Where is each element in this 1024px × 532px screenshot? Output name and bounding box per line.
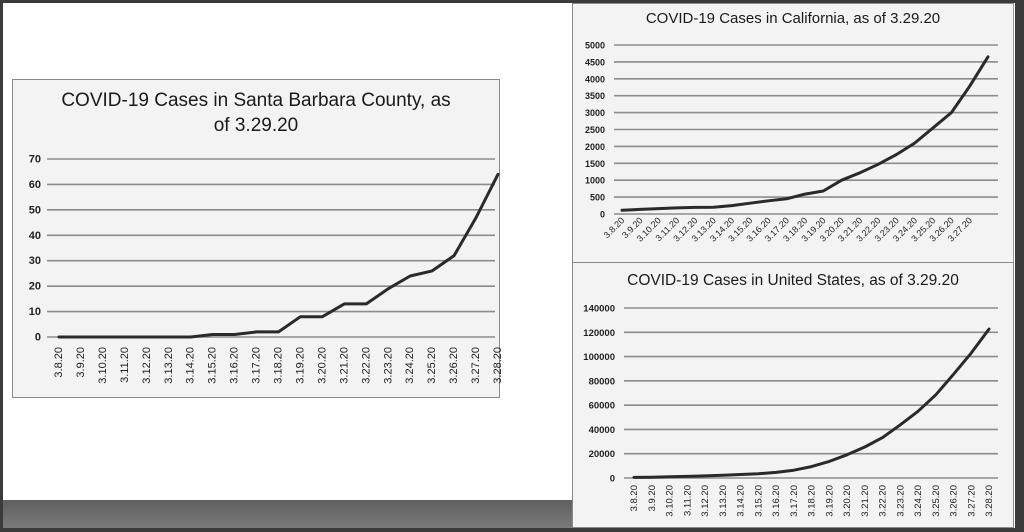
- y-tick-label: 40: [29, 230, 41, 242]
- x-tick-label: 3.17.20: [789, 485, 800, 517]
- y-tick-label: 2500: [585, 125, 605, 135]
- united-states-plot: 0 20000 40000 60000 80000 100000 120000 140000 3…: [583, 304, 998, 517]
- y-tick-label: 1500: [585, 159, 605, 169]
- x-tick-label: 3.18.20: [273, 347, 285, 384]
- x-tick-label: 3.26.20: [949, 485, 960, 517]
- x-tick-label: 3.25.20: [931, 485, 942, 517]
- x-tick-label: 3.14.20: [185, 347, 197, 384]
- california-plot: 0 500 1000 1500 2000 2500 3000 3500 4000 4500 5000…: [585, 41, 998, 244]
- y-tick-label: 0: [610, 474, 615, 485]
- x-tick-label: 3.17.20: [251, 347, 263, 384]
- y-tick-label: 10: [29, 306, 41, 318]
- x-tick-label: 3.20.20: [316, 347, 328, 384]
- y-tick-label: 2000: [585, 142, 605, 152]
- california-chart: 0 500 1000 1500 2000 2500 3000 3500 4000 4500 5000…: [572, 3, 1014, 263]
- y-tick-label: 50: [29, 204, 41, 216]
- y-tick-label: 100000: [583, 352, 615, 363]
- x-tick-label: 3.13.20: [718, 485, 729, 517]
- y-tick-label: 20: [29, 281, 41, 293]
- chart-title: COVID-19 Cases in Santa Barbara County, …: [61, 90, 451, 136]
- x-tick-label: 3.26.20: [448, 347, 460, 384]
- y-tick-label: 30: [29, 255, 41, 267]
- y-tick-label: 4000: [585, 74, 605, 84]
- x-tick-label: 3.12.20: [141, 347, 153, 384]
- x-tick-label: 3.27.20: [470, 347, 482, 384]
- x-tick-label: 3.23.20: [895, 485, 906, 517]
- x-tick-label: 3.22.20: [360, 347, 372, 384]
- y-tick-label: 60000: [589, 401, 615, 412]
- x-tick-label: 3.28.20: [984, 485, 995, 517]
- x-tick-label: 3.24.20: [913, 485, 924, 517]
- x-tick-label: 3.24.20: [404, 347, 416, 384]
- x-tick-label: 3.21.20: [338, 347, 350, 384]
- x-tick-label: 3.18.20: [807, 485, 818, 517]
- y-tick-label: 60: [29, 179, 41, 191]
- data-line: [57, 172, 500, 339]
- x-tick-label: 3.20.20: [842, 485, 853, 517]
- y-tick-label: 20000: [589, 449, 615, 460]
- x-tick-label: 3.22.20: [878, 485, 889, 517]
- x-tick-label: 3.13.20: [163, 347, 175, 384]
- y-tick-label: 4500: [585, 57, 605, 67]
- x-tick-label: 3.9.20: [647, 485, 658, 511]
- y-tick-label: 70: [29, 154, 41, 166]
- santa-barbara-plot: 0 10 20 30 40 50 60 70 3.8.20 3.9.20 3.10.20 3.11.2…: [29, 154, 501, 384]
- x-tick-label: 3.19.20: [824, 485, 835, 517]
- x-tick-label: 3.25.20: [426, 347, 438, 384]
- y-tick-label: 120000: [583, 328, 615, 339]
- x-tick-label: 3.19.20: [294, 347, 306, 384]
- y-tick-label: 0: [35, 332, 41, 344]
- x-tick-label: 3.16.20: [771, 485, 782, 517]
- x-tick-label: 3.10.20: [97, 347, 109, 384]
- y-tick-label: 80000: [589, 376, 615, 387]
- chart-title: COVID-19 Cases in United States, as of 3…: [627, 272, 959, 289]
- y-tick-label: 0: [600, 210, 605, 220]
- x-tick-label: 3.21.20: [860, 485, 871, 517]
- x-tick-label: 3.12.20: [700, 485, 711, 517]
- chart-title: COVID-19 Cases in California, as of 3.29…: [645, 10, 941, 27]
- x-tick-label: 3.27.20: [966, 485, 977, 517]
- y-tick-label: 40000: [589, 425, 615, 436]
- y-tick-label: 140000: [583, 304, 615, 315]
- x-tick-label: 3.11.20: [119, 347, 131, 383]
- santa-barbara-chart: 0 10 20 30 40 50 60 70 3.8.20 3.9.20 3.10.20 3.11.2…: [12, 79, 501, 398]
- y-tick-label: 1000: [585, 176, 605, 186]
- x-tick-label: 3.28.20: [492, 347, 501, 384]
- x-tick-label: 3.23.20: [382, 347, 394, 384]
- x-tick-label: 3.8.20: [53, 347, 65, 378]
- x-tick-label: 3.15.20: [207, 347, 219, 384]
- data-line: [620, 55, 990, 212]
- x-tick-label: 3.8.20: [629, 485, 640, 511]
- x-tick-label: 3.11.20: [682, 485, 693, 516]
- x-tick-label: 3.14.20: [736, 485, 747, 517]
- y-tick-label: 3500: [585, 91, 605, 101]
- x-tick-label: 3.15.20: [753, 485, 764, 517]
- y-tick-label: 500: [590, 193, 605, 203]
- y-tick-label: 5000: [585, 41, 605, 51]
- y-tick-label: 3000: [585, 108, 605, 118]
- x-tick-label: 3.10.20: [665, 485, 676, 517]
- x-tick-label: 3.9.20: [75, 347, 87, 378]
- data-line: [632, 327, 991, 479]
- x-tick-label: 3.16.20: [229, 347, 241, 384]
- united-states-chart: 0 20000 40000 60000 80000 100000 120000 140000 3…: [572, 262, 1014, 528]
